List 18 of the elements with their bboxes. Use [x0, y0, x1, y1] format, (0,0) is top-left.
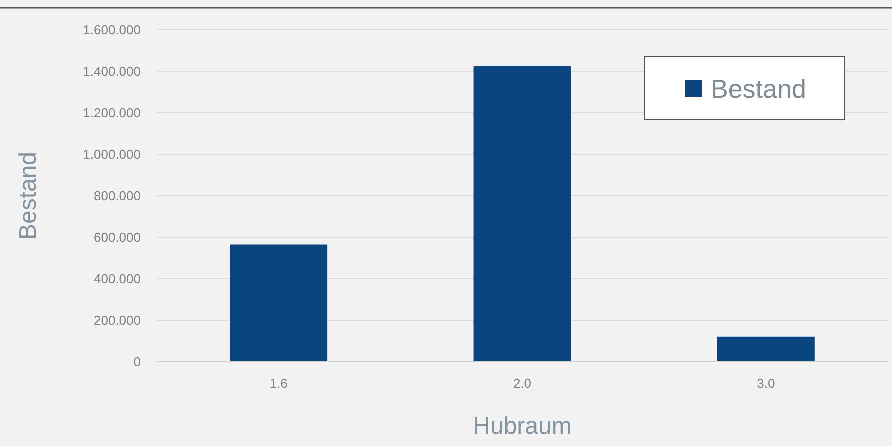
- x-axis-title: Hubraum: [473, 413, 572, 440]
- y-tick-label: 1.600.000: [83, 22, 141, 38]
- x-tick-label: 1.6: [270, 376, 288, 391]
- bar: [717, 336, 815, 362]
- bar: [474, 66, 572, 362]
- y-tick-label: 0: [134, 354, 141, 370]
- y-tick-label: 800.000: [94, 188, 141, 204]
- y-tick-label: 1.400.000: [83, 64, 141, 80]
- y-tick-label: 1.200.000: [83, 106, 141, 121]
- bar: [230, 244, 328, 362]
- y-tick-label: 600.000: [94, 230, 141, 246]
- y-tick-label: 200.000: [94, 313, 141, 328]
- y-tick-label: 1.000.000: [83, 147, 141, 162]
- legend-label: Bestand: [711, 74, 806, 104]
- y-tick-label: 400.000: [94, 272, 141, 287]
- x-tick-label: 3.0: [757, 376, 776, 391]
- x-tick-label: 2.0: [513, 376, 532, 391]
- y-axis-title: Bestand: [15, 152, 42, 240]
